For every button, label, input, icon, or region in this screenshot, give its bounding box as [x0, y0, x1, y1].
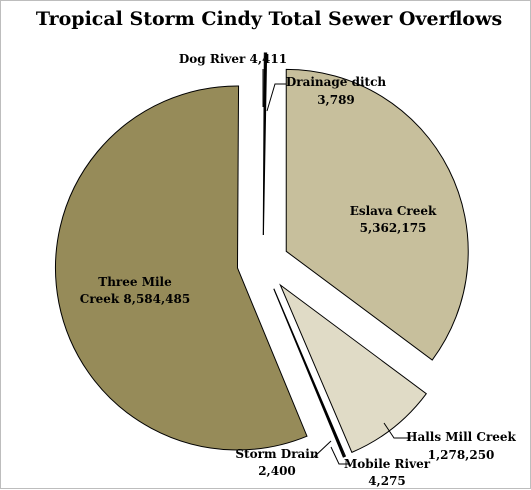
slice-label-eslava-creek-name: Eslava Creek [350, 204, 437, 218]
slice-label-dog-river-name: Dog River 4,411 [179, 52, 287, 66]
pie-slice-halls-mill-creek [279, 283, 428, 454]
slice-label-drainage-ditch: Drainage ditch 3,789 [286, 75, 387, 107]
slice-label-three-mile-creek-value: Creek 8,584,485 [80, 292, 190, 306]
pie-slices [54, 52, 469, 458]
pie-slice-drainage-ditch [262, 52, 268, 236]
chart-title: Tropical Storm Cindy Total Sewer Overflo… [36, 8, 502, 30]
slice-label-halls-mill-creek-name: Halls Mill Creek [406, 430, 516, 444]
leader-lines [262, 69, 411, 465]
leader-line-storm-drain [313, 440, 332, 458]
slice-label-storm-drain-value: 2,400 [258, 464, 296, 478]
slice-label-mobile-river-value: 4,275 [368, 474, 406, 488]
leader-line-halls-mill-creek [383, 422, 411, 439]
slice-label-storm-drain: Storm Drain 2,400 [235, 447, 318, 478]
slice-label-dog-river: Dog River 4,411 [179, 52, 287, 66]
slice-label-three-mile-creek: Three Mile Creek 8,584,485 [80, 275, 190, 306]
pie-slice-storm-drain [273, 288, 345, 458]
slice-label-eslava-creek: Eslava Creek 5,362,175 [350, 204, 437, 235]
slice-label-mobile-river: Mobile River 4,275 [344, 457, 431, 488]
slice-label-eslava-creek-value: 5,362,175 [360, 221, 427, 235]
slice-label-halls-mill-creek-value: 1,278,250 [428, 448, 495, 462]
slice-label-three-mile-creek-name: Three Mile [98, 275, 172, 289]
leader-line-drainage-ditch [266, 83, 286, 112]
slice-label-drainage-ditch-name: Drainage ditch [286, 75, 387, 89]
slice-label-mobile-river-name: Mobile River [344, 457, 431, 471]
pie-slice-eslava-creek [285, 68, 469, 361]
slice-label-storm-drain-name: Storm Drain [235, 447, 318, 461]
slice-label-drainage-ditch-value: 3,789 [317, 93, 355, 107]
pie-slice-three-mile-creek [54, 85, 308, 451]
leader-line-mobile-river [330, 446, 349, 465]
slice-label-halls-mill-creek: Halls Mill Creek 1,278,250 [406, 430, 516, 462]
